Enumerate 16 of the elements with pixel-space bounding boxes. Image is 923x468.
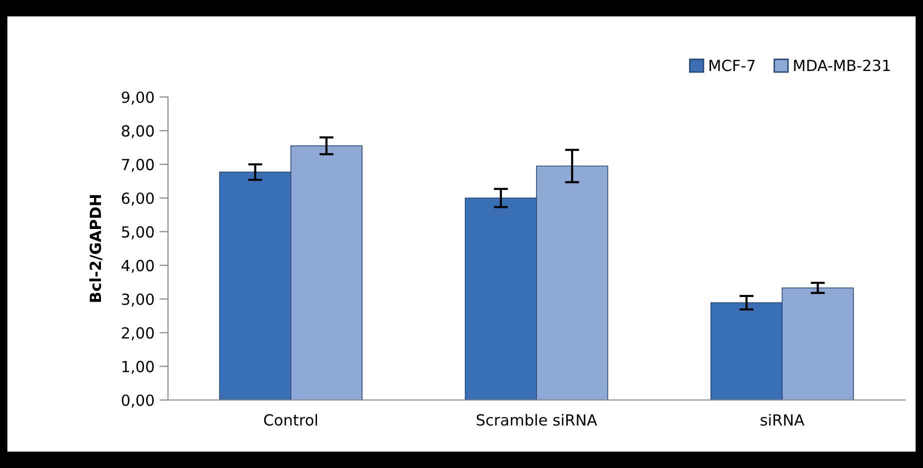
- y-tick-label: 7,00: [122, 158, 154, 172]
- y-tick-label: 2,00: [122, 327, 154, 340]
- y-axis-title: Bcl-2/GAPDH: [89, 195, 102, 302]
- y-tick-label: 9,00: [122, 91, 154, 105]
- y-tick-label: 8,00: [122, 125, 154, 138]
- y-tick-label: 6,00: [122, 192, 154, 206]
- y-tick-label: 5,00: [122, 226, 154, 240]
- x-tick-label: Control: [264, 414, 318, 426]
- x-tick-label: Scramble siRNA: [476, 414, 598, 426]
- legend-label: MCF-7: [710, 60, 755, 72]
- x-tick-label: siRNA: [760, 414, 804, 426]
- y-tick-label: 4,00: [122, 260, 154, 273]
- y-tick-label: 1,00: [122, 360, 154, 374]
- y-tick-label: 3,00: [122, 293, 154, 307]
- y-tick-label: 0,00: [122, 394, 154, 408]
- legend-label: MDA-MB-231: [794, 60, 890, 72]
